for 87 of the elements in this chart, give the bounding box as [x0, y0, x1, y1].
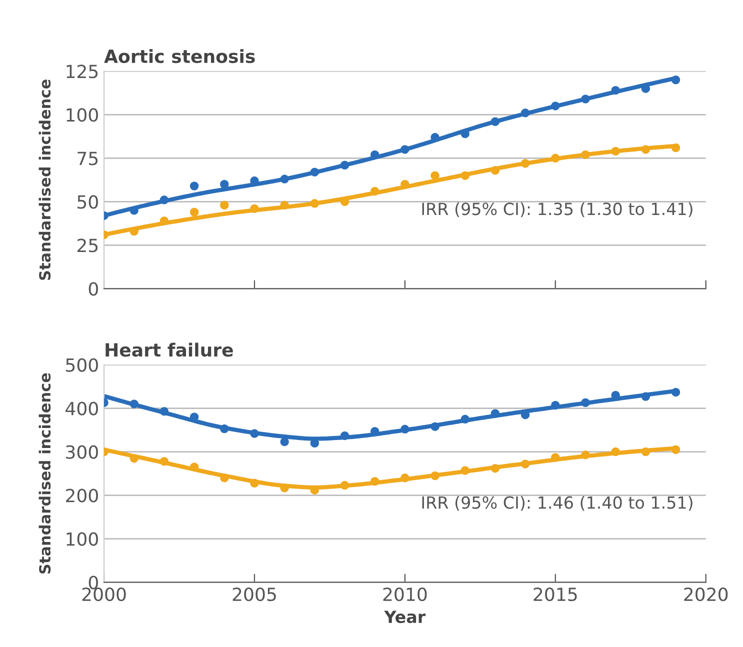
point [490, 166, 500, 175]
point [340, 160, 350, 170]
point [370, 477, 380, 486]
point [130, 206, 138, 215]
point [520, 159, 530, 168]
point [400, 424, 410, 434]
point [190, 208, 199, 216]
point [160, 196, 169, 204]
point [641, 392, 650, 401]
point [611, 447, 620, 456]
point [280, 200, 289, 210]
point [671, 76, 680, 84]
point [611, 86, 620, 95]
point [130, 226, 138, 236]
y-tick-label: 125 [66, 64, 98, 78]
x-tick-label: 2005 [232, 587, 276, 602]
y-tick-label: 400 [66, 402, 98, 416]
point [370, 186, 380, 196]
point [250, 204, 259, 213]
y-tick-label: 300 [66, 445, 98, 459]
point [460, 171, 470, 180]
point [551, 154, 560, 163]
y-tick-label: 100 [66, 532, 98, 546]
point [490, 117, 500, 126]
point [641, 447, 650, 456]
y-tick-label: 0 [88, 576, 98, 590]
point [611, 146, 620, 156]
point [551, 453, 560, 462]
y-axis-title: Standardised incidence [38, 80, 51, 280]
point [460, 466, 470, 475]
annotation: IRR (95% CI): 1.35 (1.30 to 1.41) [422, 202, 692, 218]
point [160, 406, 169, 416]
point [671, 445, 680, 454]
point [460, 414, 470, 424]
point [220, 200, 229, 210]
point [520, 108, 530, 118]
point [641, 145, 650, 154]
point [400, 474, 410, 482]
x-tick-label: 2000 [82, 587, 126, 602]
point [671, 388, 680, 397]
chart-title: Heart failure [106, 342, 233, 357]
point [551, 400, 560, 410]
point [340, 480, 350, 490]
point [250, 429, 259, 438]
y-tick-label: 100 [66, 108, 98, 122]
point [310, 168, 320, 176]
point [490, 464, 500, 473]
point [280, 437, 289, 446]
point [430, 471, 440, 480]
point [400, 145, 410, 154]
annotation: IRR (95% CI): 1.46 (1.40 to 1.51) [422, 496, 692, 511]
x-tick-label: 2020 [684, 587, 728, 602]
y-tick-label: 75 [78, 152, 98, 166]
x-tick-label: 2010 [383, 587, 427, 602]
point [280, 484, 289, 492]
point [340, 431, 350, 440]
y-tick-label: 25 [78, 238, 98, 252]
point [130, 400, 138, 408]
point [430, 171, 440, 180]
chart-title: Aortic stenosis [104, 49, 255, 64]
point [551, 102, 560, 110]
point [250, 478, 259, 488]
y-tick-label: 50 [78, 195, 98, 209]
x-axis-title: Year [384, 610, 426, 624]
point [581, 450, 590, 460]
point [190, 182, 199, 190]
point [220, 180, 229, 189]
point [280, 174, 289, 184]
point [581, 94, 590, 104]
point [430, 422, 440, 431]
y-axis-title: Standardised incidence [38, 373, 51, 574]
point [490, 409, 500, 418]
point [160, 457, 169, 466]
point [581, 150, 590, 160]
y-tick-label: 200 [66, 488, 98, 502]
point [190, 462, 199, 472]
point [220, 474, 229, 482]
point [220, 424, 229, 434]
point [520, 460, 530, 468]
point [581, 398, 590, 408]
point [130, 454, 138, 463]
y-tick-label: 500 [66, 358, 98, 372]
y-tick-label: 0 [88, 282, 98, 296]
point [671, 143, 680, 152]
x-tick-label: 2015 [534, 587, 577, 602]
point [310, 199, 320, 208]
point [160, 216, 169, 226]
